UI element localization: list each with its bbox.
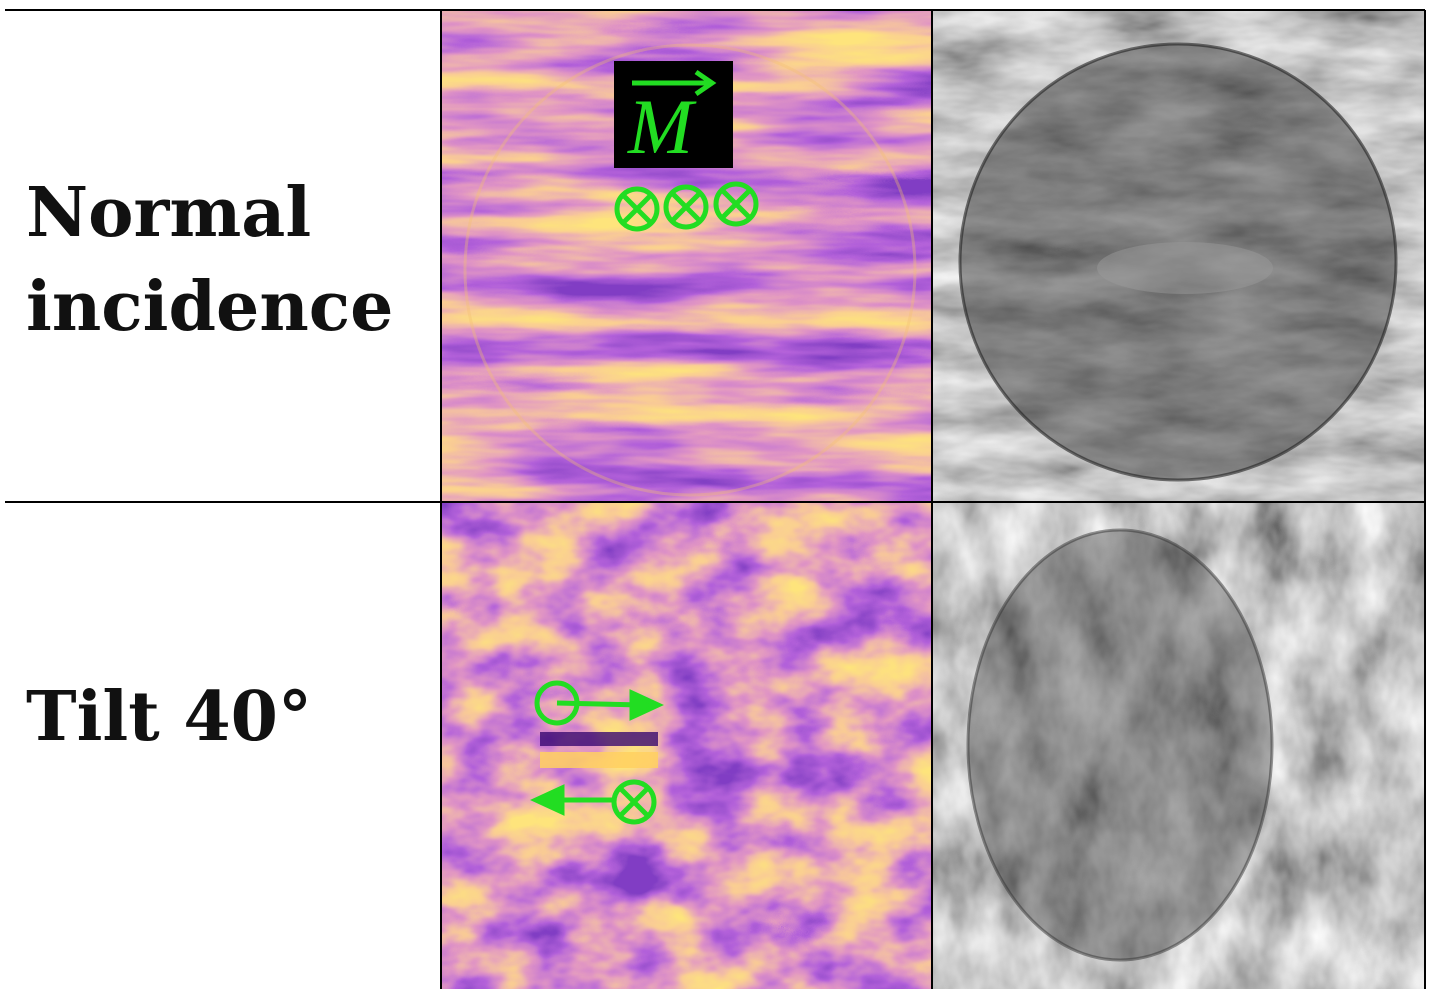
row-label: incidence (26, 267, 393, 347)
figure: Normal incidence Tilt 40° M (0, 0, 1437, 989)
magnetization-symbol: M (627, 83, 697, 170)
magnetic-contrast-image (441, 503, 932, 989)
domain-stripe (540, 732, 658, 746)
disk (968, 530, 1272, 960)
row-label: Tilt 40° (26, 677, 312, 757)
defect (1097, 242, 1273, 294)
domain-stripe (540, 752, 658, 768)
row-label: Normal (26, 173, 311, 253)
